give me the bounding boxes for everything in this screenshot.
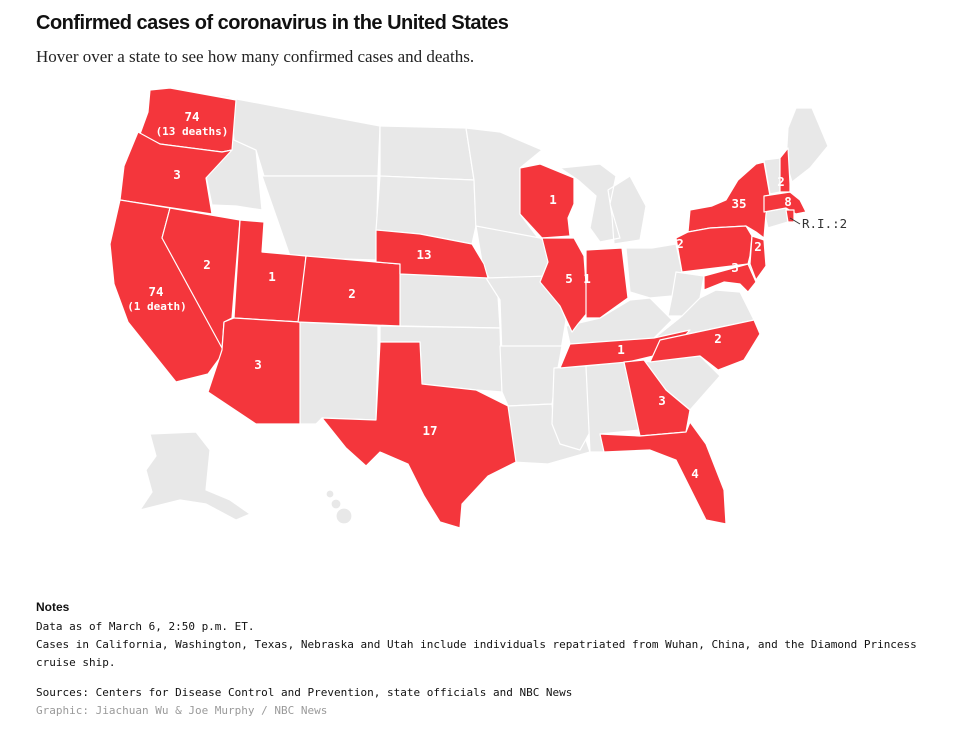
label-nevada: 2 <box>203 257 211 272</box>
state-north-carolina[interactable] <box>649 319 761 371</box>
label-new-hampshire: 2 <box>777 174 785 189</box>
notes-repatriated: Cases in California, Washington, Texas, … <box>36 638 917 669</box>
state-new-mexico[interactable] <box>297 321 379 425</box>
state-nebraska[interactable] <box>375 229 489 279</box>
us-map: 74 (13 deaths) 3 74 (1 death) 2 1 3 2 13… <box>109 87 847 529</box>
state-oregon[interactable] <box>119 131 233 215</box>
label-washington-deaths: (13 deaths) <box>156 125 229 138</box>
state-maine[interactable] <box>785 107 829 183</box>
state-alaska[interactable] <box>139 431 251 521</box>
label-new-york: 35 <box>731 196 746 211</box>
label-north-carolina: 2 <box>714 331 722 346</box>
notes-section: Notes Data as of March 6, 2:50 p.m. ET. … <box>36 598 936 720</box>
state-massachusetts[interactable] <box>763 191 807 215</box>
state-florida[interactable] <box>599 421 727 525</box>
state-illinois[interactable] <box>539 237 589 333</box>
state-north-dakota[interactable] <box>379 125 475 181</box>
label-arizona: 3 <box>254 357 262 372</box>
label-indiana: 1 <box>583 271 591 286</box>
state-new-hampshire[interactable] <box>779 147 791 193</box>
state-pennsylvania[interactable] <box>675 225 753 273</box>
notes-credit: Graphic: Jiachuan Wu & Joe Murphy / NBC … <box>36 704 328 717</box>
label-tennessee: 1 <box>617 342 625 357</box>
label-oregon: 3 <box>173 167 181 182</box>
state-mississippi[interactable] <box>551 365 591 451</box>
label-massachusetts: 8 <box>784 194 792 209</box>
label-illinois: 5 <box>565 271 573 286</box>
state-wisconsin[interactable] <box>519 163 575 239</box>
label-colorado: 2 <box>348 286 356 301</box>
label-washington-cases: 74 <box>184 109 199 124</box>
state-kansas[interactable] <box>399 273 501 329</box>
label-nebraska: 13 <box>416 247 431 262</box>
notes-heading: Notes <box>36 600 70 614</box>
state-indiana[interactable] <box>585 247 629 319</box>
notes-sources: Sources: Centers for Disease Control and… <box>36 686 573 699</box>
label-texas: 17 <box>422 423 437 438</box>
state-new-jersey[interactable] <box>749 235 767 281</box>
page-subtitle: Hover over a state to see how many confi… <box>36 47 475 66</box>
label-wisconsin: 1 <box>549 192 557 207</box>
state-hawaii[interactable] <box>325 489 353 525</box>
state-michigan[interactable] <box>559 163 647 245</box>
state-maryland[interactable] <box>703 263 757 293</box>
label-pennsylvania: 2 <box>676 236 684 251</box>
page-title: Confirmed cases of coronavirus in the Un… <box>36 12 509 34</box>
label-georgia: 3 <box>658 393 666 408</box>
label-california-deaths: (1 death) <box>127 300 187 313</box>
state-texas[interactable] <box>321 341 517 529</box>
label-utah: 1 <box>268 269 276 284</box>
label-florida: 4 <box>691 466 699 481</box>
state-arizona[interactable] <box>207 317 301 425</box>
label-new-jersey: 2 <box>754 239 762 254</box>
rhode-island-leader-line <box>789 217 801 225</box>
label-maryland: 3 <box>731 260 739 275</box>
notes-date: Data as of March 6, 2:50 p.m. ET. <box>36 620 255 633</box>
state-colorado[interactable] <box>297 255 401 327</box>
label-rhode-island: R.I.:2 <box>802 216 847 231</box>
label-california-cases: 74 <box>148 284 163 299</box>
state-wyoming[interactable] <box>261 175 379 261</box>
